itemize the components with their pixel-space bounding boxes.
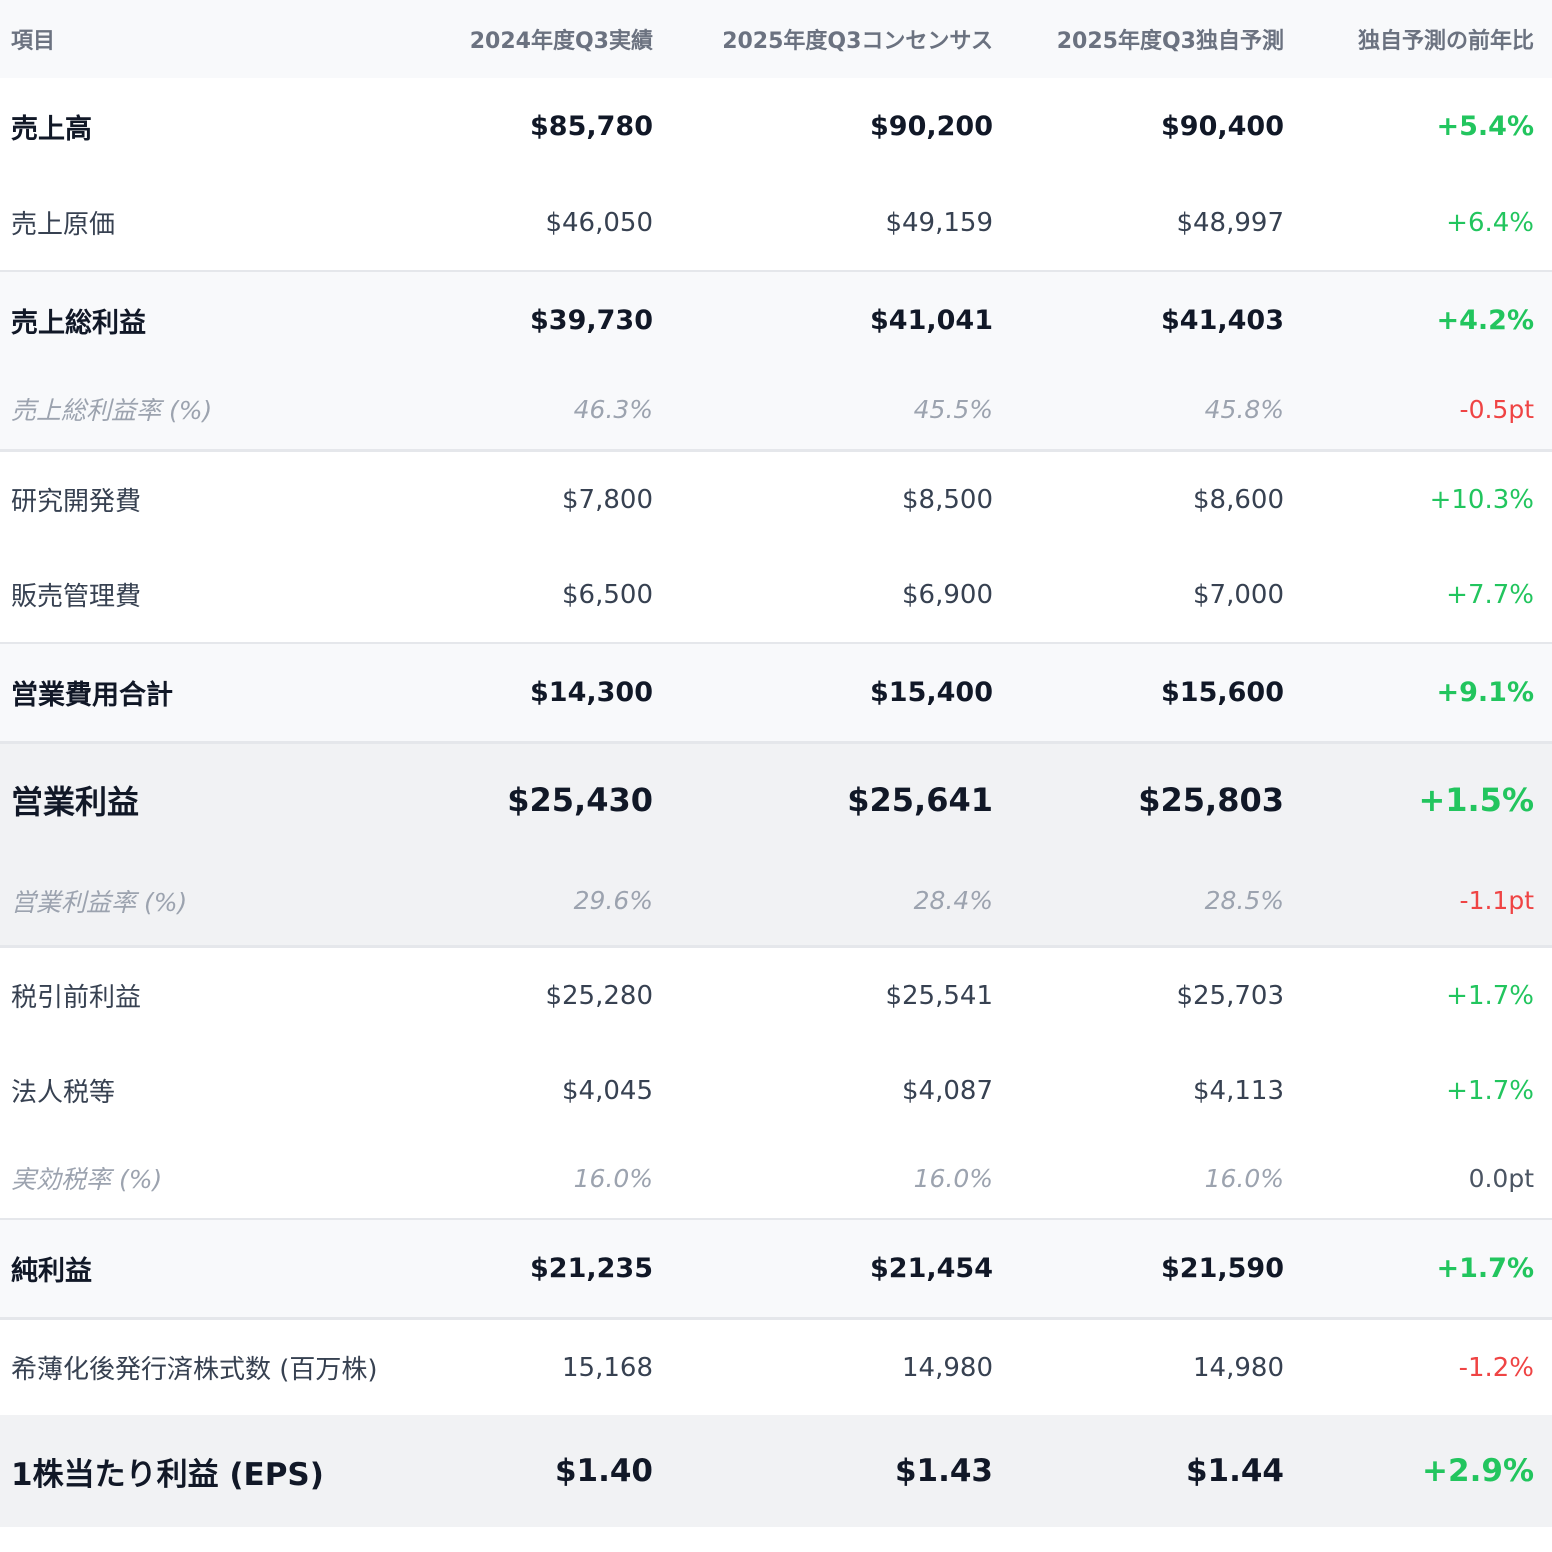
cell-actual: $85,780	[400, 78, 663, 175]
cell-forecast: $15,600	[1003, 642, 1294, 743]
cell-yoy: -1.1pt	[1294, 856, 1552, 947]
header-forecast-2025q3: 2025年度Q3独自予測	[1003, 0, 1294, 78]
cell-actual: $25,430	[400, 741, 663, 856]
cell-forecast: $48,997	[1003, 175, 1294, 271]
cell-actual: 29.6%	[400, 856, 663, 947]
cell-actual: 15,168	[400, 1317, 663, 1415]
cell-actual: $21,235	[400, 1218, 663, 1319]
cell-yoy: +10.3%	[1294, 449, 1552, 547]
cell-consensus: $25,641	[663, 741, 1003, 856]
cell-actual: 46.3%	[400, 369, 663, 451]
header-row: 項目 2024年度Q3実績 2025年度Q3コンセンサス 2025年度Q3独自予…	[0, 0, 1552, 78]
cell-yoy: -0.5pt	[1294, 369, 1552, 451]
cell-consensus: 28.4%	[663, 856, 1003, 947]
row-label: 税引前利益	[0, 945, 400, 1043]
cell-forecast: $25,803	[1003, 741, 1294, 856]
cell-consensus: $21,454	[663, 1218, 1003, 1319]
cell-yoy: -1.2%	[1294, 1317, 1552, 1415]
cell-actual: $25,280	[400, 945, 663, 1043]
cell-yoy: +4.2%	[1294, 270, 1552, 369]
cell-yoy: +7.7%	[1294, 547, 1552, 643]
cell-actual: $4,045	[400, 1043, 663, 1138]
cell-yoy: +2.9%	[1294, 1415, 1552, 1527]
header-yoy: 独自予測の前年比	[1294, 0, 1552, 78]
table-row: 研究開発費 $7,800 $8,500 $8,600 +10.3%	[0, 449, 1552, 547]
cell-yoy: +1.7%	[1294, 1218, 1552, 1319]
cell-consensus: $6,900	[663, 547, 1003, 643]
row-label: 売上原価	[0, 175, 400, 271]
table-row: 希薄化後発行済株式数 (百万株) 15,168 14,980 14,980 -1…	[0, 1317, 1552, 1415]
cell-yoy: +5.4%	[1294, 78, 1552, 175]
table-row: 1株当たり利益 (EPS) $1.40 $1.43 $1.44 +2.9%	[0, 1415, 1552, 1527]
cell-consensus: $8,500	[663, 449, 1003, 547]
table-row: 売上総利益 $39,730 $41,041 $41,403 +4.2%	[0, 270, 1552, 369]
row-label: 売上高	[0, 78, 400, 175]
table-row: 販売管理費 $6,500 $6,900 $7,000 +7.7%	[0, 547, 1552, 643]
cell-consensus: 14,980	[663, 1317, 1003, 1415]
cell-forecast: 16.0%	[1003, 1138, 1294, 1219]
cell-consensus: $41,041	[663, 270, 1003, 369]
cell-yoy: 0.0pt	[1294, 1138, 1552, 1219]
cell-forecast: $21,590	[1003, 1218, 1294, 1319]
table-row: 純利益 $21,235 $21,454 $21,590 +1.7%	[0, 1218, 1552, 1319]
cell-consensus: $1.43	[663, 1415, 1003, 1527]
cell-forecast: $8,600	[1003, 449, 1294, 547]
cell-forecast: $4,113	[1003, 1043, 1294, 1138]
table-row: 売上原価 $46,050 $49,159 $48,997 +6.4%	[0, 175, 1552, 271]
cell-forecast: 14,980	[1003, 1317, 1294, 1415]
row-label: 売上総利益	[0, 270, 400, 369]
cell-consensus: $15,400	[663, 642, 1003, 743]
row-label: 法人税等	[0, 1043, 400, 1138]
row-label: 営業利益率 (%)	[0, 856, 400, 947]
cell-actual: $6,500	[400, 547, 663, 643]
cell-yoy: +1.7%	[1294, 1043, 1552, 1138]
cell-actual: $46,050	[400, 175, 663, 271]
row-label: 営業利益	[0, 741, 400, 856]
table-row: 営業利益率 (%) 29.6% 28.4% 28.5% -1.1pt	[0, 856, 1552, 947]
cell-forecast: 28.5%	[1003, 856, 1294, 947]
table-row: 法人税等 $4,045 $4,087 $4,113 +1.7%	[0, 1043, 1552, 1138]
header-actual-2024q3: 2024年度Q3実績	[400, 0, 663, 78]
cell-yoy: +1.7%	[1294, 945, 1552, 1043]
cell-actual: 16.0%	[400, 1138, 663, 1219]
row-label: 販売管理費	[0, 547, 400, 643]
cell-actual: $1.40	[400, 1415, 663, 1527]
cell-forecast: 45.8%	[1003, 369, 1294, 451]
cell-forecast: $7,000	[1003, 547, 1294, 643]
cell-yoy: +6.4%	[1294, 175, 1552, 271]
cell-forecast: $90,400	[1003, 78, 1294, 175]
cell-consensus: 16.0%	[663, 1138, 1003, 1219]
row-label: 営業費用合計	[0, 642, 400, 743]
cell-consensus: $90,200	[663, 78, 1003, 175]
table-row: 実効税率 (%) 16.0% 16.0% 16.0% 0.0pt	[0, 1138, 1552, 1219]
header-item: 項目	[0, 0, 400, 78]
row-label: 実効税率 (%)	[0, 1138, 400, 1219]
cell-forecast: $25,703	[1003, 945, 1294, 1043]
table-row: 営業費用合計 $14,300 $15,400 $15,600 +9.1%	[0, 642, 1552, 743]
table-row: 税引前利益 $25,280 $25,541 $25,703 +1.7%	[0, 945, 1552, 1043]
cell-actual: $7,800	[400, 449, 663, 547]
row-label: 純利益	[0, 1218, 400, 1319]
cell-actual: $39,730	[400, 270, 663, 369]
row-label: 売上総利益率 (%)	[0, 369, 400, 451]
cell-forecast: $1.44	[1003, 1415, 1294, 1527]
header-consensus-2025q3: 2025年度Q3コンセンサス	[663, 0, 1003, 78]
row-label: 1株当たり利益 (EPS)	[0, 1415, 400, 1527]
row-label: 研究開発費	[0, 449, 400, 547]
row-label: 希薄化後発行済株式数 (百万株)	[0, 1317, 400, 1415]
cell-consensus: 45.5%	[663, 369, 1003, 451]
cell-consensus: $4,087	[663, 1043, 1003, 1138]
table-row: 売上総利益率 (%) 46.3% 45.5% 45.8% -0.5pt	[0, 369, 1552, 451]
cell-yoy: +1.5%	[1294, 741, 1552, 856]
cell-forecast: $41,403	[1003, 270, 1294, 369]
cell-consensus: $49,159	[663, 175, 1003, 271]
table-row: 売上高 $85,780 $90,200 $90,400 +5.4%	[0, 78, 1552, 175]
table-row: 営業利益 $25,430 $25,641 $25,803 +1.5%	[0, 741, 1552, 856]
cell-yoy: +9.1%	[1294, 642, 1552, 743]
cell-consensus: $25,541	[663, 945, 1003, 1043]
cell-actual: $14,300	[400, 642, 663, 743]
